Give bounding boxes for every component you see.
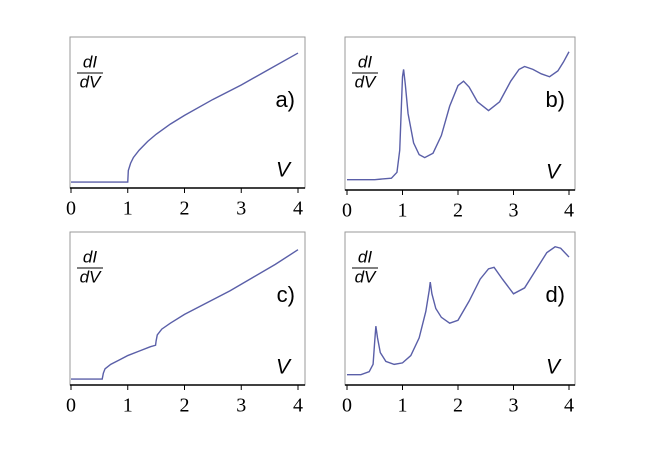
panel-annotation: c)	[277, 282, 295, 307]
x-tick-label: 3	[509, 200, 519, 222]
curve	[71, 249, 299, 380]
x-tick-label: 1	[123, 395, 133, 417]
plot-frame	[69, 231, 306, 386]
x-tick-label: 4	[293, 198, 303, 220]
x-tick-label: 3	[509, 395, 519, 417]
curve	[347, 245, 570, 376]
ylabel-numerator: dI	[358, 247, 372, 266]
panel-annotation: a)	[275, 87, 295, 112]
x-tick-label: 0	[66, 395, 76, 417]
ylabel-numerator: dI	[83, 52, 97, 71]
ylabel-denominator: dV	[355, 72, 377, 91]
panel-annotation: b)	[545, 87, 565, 112]
x-tick-label: 4	[293, 395, 303, 417]
ylabel-denominator: dV	[355, 267, 377, 286]
x-tick-label: 2	[453, 200, 463, 222]
x-tick-label: 1	[398, 200, 408, 222]
x-tick-label: 1	[123, 198, 133, 220]
x-tick-label: 4	[564, 200, 574, 222]
plot-frame	[69, 36, 306, 189]
ylabel-numerator: dI	[83, 247, 97, 266]
curve	[347, 51, 570, 181]
ylabel-numerator: dI	[358, 52, 372, 71]
x-tick-label: 0	[342, 395, 352, 417]
x-tick-label: 3	[236, 395, 246, 417]
panel-annotation: d)	[545, 282, 565, 307]
x-axis-label: V	[546, 161, 562, 184]
ylabel-denominator: dV	[80, 72, 102, 91]
x-tick-label: 4	[564, 395, 574, 417]
x-tick-label: 1	[398, 395, 408, 417]
x-axis-label: V	[546, 356, 562, 379]
curve	[71, 52, 299, 183]
plot-frame	[344, 231, 576, 386]
x-tick-label: 3	[236, 198, 246, 220]
x-tick-label: 0	[66, 198, 76, 220]
ylabel-denominator: dV	[80, 267, 102, 286]
x-axis-label: V	[276, 159, 292, 182]
x-tick-label: 0	[342, 200, 352, 222]
x-tick-label: 2	[453, 395, 463, 417]
x-axis-label: V	[276, 356, 292, 379]
plot-frame	[344, 36, 576, 191]
x-tick-label: 2	[180, 395, 190, 417]
x-tick-label: 2	[180, 198, 190, 220]
